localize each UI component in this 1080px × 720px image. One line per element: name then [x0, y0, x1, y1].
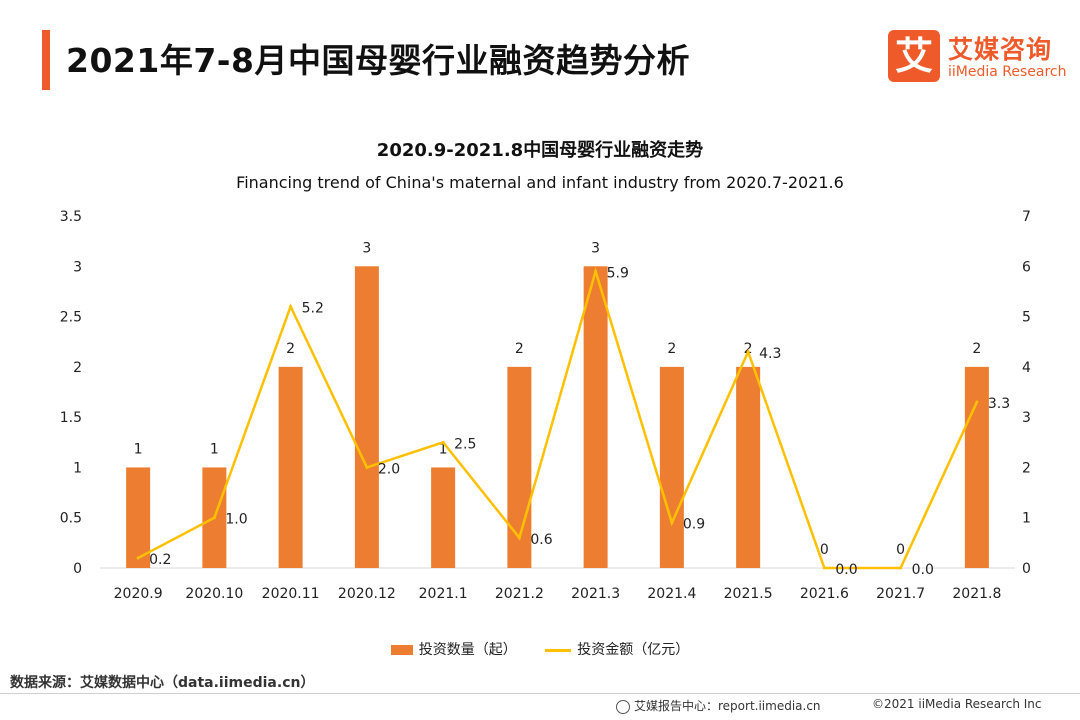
- chart-legend: 投资数量（起） 投资金额（亿元）: [0, 639, 1080, 659]
- title-accent-bar: [42, 30, 50, 90]
- chart-subtitle: Financing trend of China's maternal and …: [236, 173, 844, 192]
- x-tick-label: 2021.1: [419, 586, 468, 602]
- line-point: [670, 521, 674, 525]
- y-right-tick-label: 2: [1022, 460, 1031, 476]
- globe-icon: [616, 699, 630, 714]
- line-investment-amount: [137, 266, 979, 570]
- line-data-label: 5.9: [607, 265, 629, 281]
- bar-investment-count: [583, 266, 608, 568]
- logo-name-en: iiMedia Research: [948, 64, 1067, 80]
- line-data-label: 5.2: [302, 301, 324, 317]
- bar-data-label: 1: [210, 441, 219, 457]
- logo-name-cn: 艾媒咨询: [948, 35, 1053, 64]
- y-right-tick-label: 1: [1022, 511, 1031, 527]
- page-title: 2021年7-8月中国母婴行业融资趋势分析: [66, 41, 690, 80]
- bar-data-label: 2: [667, 341, 676, 357]
- footer-report-center: 艾媒报告中心：report.iimedia.cn: [616, 697, 821, 714]
- logo-mark: 艾: [888, 30, 940, 82]
- x-tick-label: 2021.2: [495, 586, 544, 602]
- report-center-text: 艾媒报告中心：report.iimedia.cn: [634, 699, 821, 713]
- bar-investment-count: [126, 467, 151, 568]
- line-point: [212, 516, 216, 520]
- y-left-tick-label: 3: [73, 259, 82, 275]
- x-tick-label: 2020.12: [338, 586, 396, 602]
- y-right-tick-label: 4: [1022, 360, 1031, 376]
- legend-swatch-line: [545, 648, 572, 652]
- x-tick-label: 2021.8: [952, 586, 1001, 602]
- legend-label-count: 投资数量（起）: [418, 642, 517, 658]
- x-tick-label: 2020.9: [114, 586, 163, 602]
- line-data-label: 1.0: [225, 512, 247, 528]
- line-data-label: 2.0: [378, 461, 400, 477]
- legend-item-count: 投资数量（起）: [390, 639, 517, 659]
- y-right-tick-label: 5: [1022, 310, 1031, 326]
- line-point: [899, 566, 903, 570]
- legend-swatch-bar: [390, 645, 413, 655]
- x-tick-label: 2021.4: [647, 586, 696, 602]
- bar-data-label: 2: [515, 341, 524, 357]
- footer-copyright: ©2021 iiMedia Research Inc: [872, 697, 1042, 711]
- bar-investment-count: [736, 366, 761, 568]
- y-right-tick-label: 0: [1022, 561, 1031, 577]
- line-point: [975, 400, 979, 404]
- bar-data-label: 3: [362, 240, 371, 256]
- line-point: [136, 556, 140, 560]
- x-tick-label: 2021.6: [800, 586, 849, 602]
- line-data-label: 2.5: [454, 436, 476, 452]
- bar-data-label: 2: [972, 341, 981, 357]
- line-data-label: 4.3: [759, 346, 781, 362]
- bar-investment-count: [659, 366, 684, 568]
- y-left-tick-label: 2.5: [60, 310, 82, 326]
- footer-divider: [0, 693, 1080, 694]
- bar-data-label: 1: [439, 441, 448, 457]
- x-tick-label: 2021.7: [876, 586, 925, 602]
- bar-investment-count: [431, 467, 456, 568]
- y-left-tick-label: 0: [73, 561, 82, 577]
- y-left-tick-label: 3.5: [60, 209, 82, 225]
- y-left-tick-label: 0.5: [60, 511, 82, 527]
- legend-item-amount: 投资金额（亿元）: [545, 639, 689, 659]
- line-point: [441, 440, 445, 444]
- line-point: [517, 536, 521, 540]
- data-source: 数据来源：艾媒数据中心（data.iimedia.cn）: [10, 675, 315, 691]
- x-tick-label: 2020.11: [262, 586, 320, 602]
- y-left-tick-label: 1.5: [60, 410, 82, 426]
- legend-label-amount: 投资金额（亿元）: [577, 642, 690, 658]
- x-tick-label: 2020.10: [185, 586, 243, 602]
- bar-data-label: 3: [591, 240, 600, 256]
- line-point: [365, 465, 369, 469]
- line-data-label: 0.6: [530, 532, 552, 548]
- line-data-label: 0.0: [835, 562, 857, 578]
- y-right-tick-label: 6: [1022, 259, 1031, 275]
- chart-title: 2020.9-2021.8中国母婴行业融资走势: [376, 140, 704, 161]
- line-point: [289, 305, 293, 309]
- line-point: [594, 269, 598, 273]
- bar-investment-count: [278, 366, 303, 568]
- bar-data-label: 0: [896, 542, 905, 558]
- x-tick-label: 2021.3: [571, 586, 620, 602]
- y-right-tick-label: 7: [1022, 209, 1031, 225]
- bar-data-label: 1: [134, 441, 143, 457]
- bar-investment-count: [354, 266, 379, 568]
- line-data-label: 0.9: [683, 517, 705, 533]
- x-tick-label: 2021.5: [724, 586, 773, 602]
- line-data-label: 0.2: [149, 552, 171, 568]
- bar-data-label: 2: [286, 341, 295, 357]
- line-point: [822, 566, 826, 570]
- line-data-label: 3.3: [988, 396, 1010, 412]
- bar-investment-count: [964, 366, 989, 568]
- iimedia-logo: 艾 艾媒咨询 iiMedia Research: [888, 30, 1068, 84]
- y-left-tick-label: 1: [73, 460, 82, 476]
- line-data-label: 0.0: [912, 562, 934, 578]
- line-point: [746, 350, 750, 354]
- bar-data-label: 0: [820, 542, 829, 558]
- y-right-tick-label: 3: [1022, 410, 1031, 426]
- y-left-tick-label: 2: [73, 360, 82, 376]
